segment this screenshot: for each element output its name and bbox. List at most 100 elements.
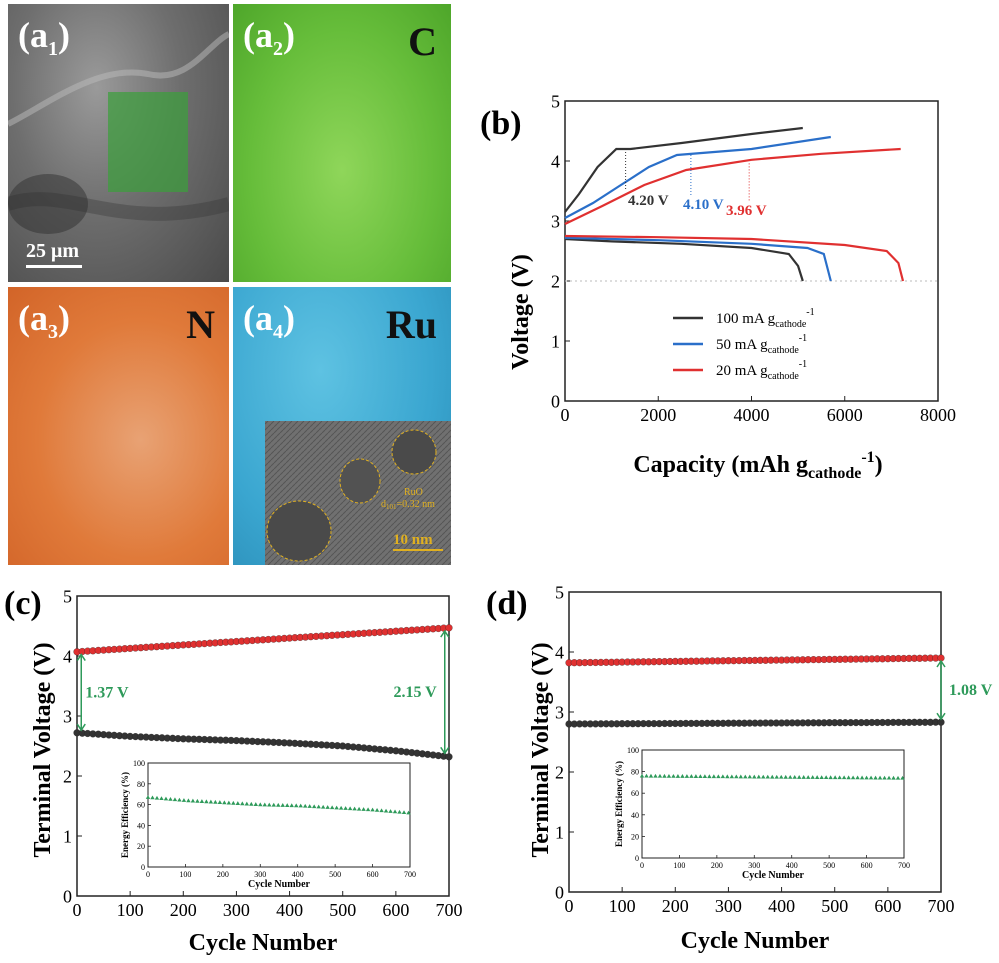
c-gap-label-1: 2.15 V	[393, 684, 437, 701]
ylabel-c: Terminal Voltage (V)	[30, 642, 56, 857]
d-inset-point	[855, 775, 860, 780]
c-inset-frame	[147, 762, 411, 868]
d-inset-ytick-label: 100	[627, 746, 639, 755]
d-inset-point	[756, 774, 761, 779]
d-inset-point	[765, 774, 770, 779]
sem-image-a1: (a1) 25 μm	[8, 4, 229, 282]
d-inset-point	[725, 774, 730, 779]
d-inset-xtick-label: 600	[861, 861, 873, 870]
inset-label-ruo: RuO	[404, 487, 423, 498]
panel-label-a4: (a4)	[243, 298, 295, 344]
b-ytick-label: 4	[551, 151, 560, 171]
nanoparticle-3	[266, 500, 332, 562]
c-inset-point	[154, 795, 160, 800]
d-inset-point	[693, 774, 699, 778]
d-inset-ylabel: Energy Efficiency (%)	[614, 761, 624, 847]
c-inset-point	[347, 806, 353, 811]
panel-label-a3: (a3)	[18, 298, 70, 344]
c-inset-point	[267, 802, 272, 807]
c-inset-point	[177, 797, 182, 802]
c-plot-frame	[76, 595, 450, 897]
c-inset-point	[231, 800, 236, 805]
d-xtick-label: 300	[715, 896, 742, 916]
b-annotation-1: 4.10 V	[683, 197, 724, 213]
scale-bar-a1: 25 μm	[26, 240, 82, 268]
c-inset-point	[392, 809, 398, 814]
d-inset-point	[680, 774, 685, 778]
ylabel-b: Voltage (V)	[508, 254, 534, 370]
d-ytick-label: 2	[555, 762, 564, 782]
c-inset-point	[258, 802, 263, 807]
d-xtick-label: 100	[609, 896, 636, 916]
d-inset-point	[823, 775, 829, 780]
c-ytick-label: 2	[63, 766, 72, 786]
d-inset-point	[738, 774, 744, 779]
d-inset-point	[774, 774, 779, 779]
d-inset-point	[662, 773, 667, 778]
b-xtick-label: 6000	[827, 405, 863, 425]
b-charge-curve-20	[564, 147, 901, 225]
c-inset-point	[352, 806, 357, 811]
c-inset-point	[338, 805, 344, 810]
c-inset-xtick-label: 100	[179, 870, 191, 879]
element-label-n: N	[186, 302, 215, 347]
b-xtick-label: 0	[561, 405, 570, 425]
c-inset-point	[325, 805, 330, 809]
element-map-carbon: (a2) C	[233, 4, 451, 282]
c-inset-point	[195, 798, 200, 803]
d-inset-xtick-label: 500	[823, 861, 835, 870]
c-inset-point	[253, 802, 258, 806]
c-inset-point	[329, 805, 335, 810]
inset-scale-label: 10 nm	[393, 532, 433, 548]
c-inset-point	[199, 799, 205, 803]
c-inset-xtick-label: 500	[329, 870, 341, 879]
c-inset-xlabel: Cycle Number	[248, 879, 310, 890]
d-inset-ytick-label: 0	[635, 854, 639, 863]
c-inset-point	[208, 799, 214, 804]
c-inset-point	[334, 805, 339, 810]
c-inset-ytick-label: 80	[137, 780, 145, 789]
c-inset-point	[343, 806, 348, 810]
c-inset-point	[145, 795, 151, 799]
d-ytick-label: 3	[555, 702, 564, 722]
d-ytick-label: 5	[555, 582, 564, 602]
d-inset-xtick-label: 100	[673, 861, 685, 870]
b-ytick-label: 3	[551, 211, 560, 231]
d-inset-point	[689, 774, 694, 778]
d-inset-point	[900, 775, 905, 780]
d-inset-point	[648, 773, 654, 778]
mapping-region	[108, 92, 188, 192]
b-ytick-label: 0	[551, 391, 560, 411]
chart-c: (c) Terminal Voltage (V) 0 100 200 300 400 50…	[4, 585, 463, 956]
c-inset-xtick-label: 300	[254, 870, 266, 879]
c-inset-xtick-label: 200	[217, 870, 229, 879]
c-inset-point	[406, 810, 411, 815]
b-ytick-label: 5	[551, 91, 560, 111]
d-inset-ytick-label: 20	[631, 832, 639, 841]
c-inset-point	[401, 810, 407, 815]
d-inset-point	[716, 774, 721, 779]
c-inset-ytick-label: 100	[133, 759, 145, 768]
d-inset-point	[675, 774, 681, 778]
b-ytick-label: 2	[551, 271, 560, 291]
d-inset-xtick-label: 0	[640, 861, 644, 870]
d-xtick-label: 500	[821, 896, 848, 916]
d-inset-xtick-label: 700	[898, 861, 910, 870]
c-inset-point	[168, 796, 173, 801]
c-xtick-label: 100	[117, 900, 144, 920]
d-inset-point	[644, 773, 649, 778]
d-inset-point	[779, 774, 784, 779]
b-legend-label-20: 20 mA gcathode-1	[716, 359, 807, 382]
panel-label-d: (d)	[486, 585, 528, 622]
b-annotation-2: 3.96 V	[726, 203, 767, 219]
c-inset-point	[298, 803, 303, 808]
c-ytick-label: 3	[63, 706, 72, 726]
c-inset-ytick-label: 0	[141, 863, 145, 872]
c-ytick-label: 5	[63, 586, 72, 606]
c-inset-point	[356, 806, 362, 811]
d-inset-point	[720, 774, 726, 779]
c-gap-arrowhead	[440, 746, 450, 755]
c-inset-point	[294, 803, 299, 808]
d-inset-ytick-label: 60	[631, 789, 639, 798]
c-inset-point	[249, 801, 254, 806]
